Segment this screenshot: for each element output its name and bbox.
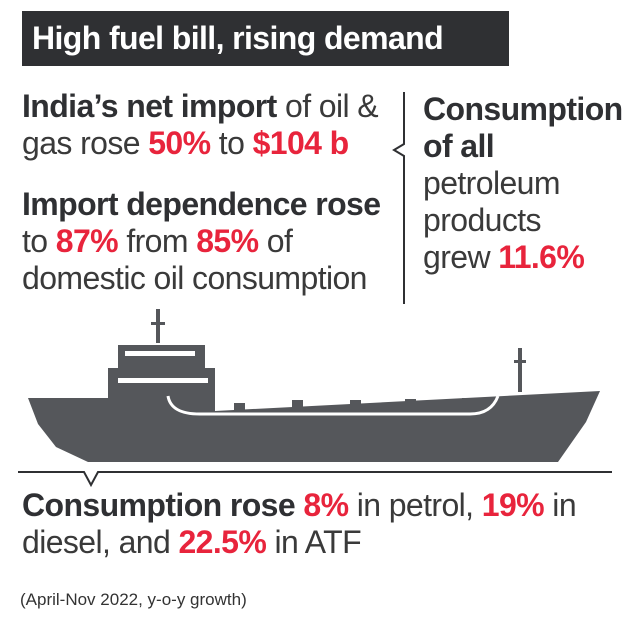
net-import-stat: India’s net import of oil & gas rose 50%…: [22, 88, 379, 162]
consumption-rose-text-4: in ATF: [266, 524, 362, 560]
page-title: High fuel bill, rising demand: [22, 11, 509, 66]
consumption-rose-text-3: diesel, and: [22, 524, 179, 560]
net-import-pct: 50%: [148, 125, 211, 161]
consumption-all-stat: Consumption of all petroleum products gr…: [423, 91, 623, 276]
consumption-all-text-5: grew: [423, 239, 499, 275]
consumption-all-label-2: of all: [423, 128, 495, 164]
consumption-all-text-3: petroleum: [423, 165, 561, 201]
consumption-rose-label: Consumption rose: [22, 487, 296, 523]
import-dependence-text-4: domestic oil consumption: [22, 260, 367, 296]
consumption-rose-text-2: in: [544, 487, 577, 523]
consumption-all-label-1: Consumption: [423, 91, 623, 127]
import-dependence-text-1: to: [22, 223, 56, 259]
footnote: (April-Nov 2022, y-o-y growth): [20, 590, 247, 609]
net-import-text-2: gas rose: [22, 125, 149, 161]
net-import-label: India’s net import: [22, 88, 277, 124]
consumption-rose-text-1: in petrol,: [348, 487, 482, 523]
import-dependence-label: Import dependence rose: [22, 186, 381, 222]
consumption-rose-stat: Consumption rose 8% in petrol, 19% in di…: [22, 487, 577, 561]
petrol-pct: 8%: [303, 487, 349, 523]
import-dependence-old-pct: 85%: [196, 223, 259, 259]
net-import-text-1: of oil &: [276, 88, 379, 124]
atf-pct: 22.5%: [178, 524, 267, 560]
import-dependence-stat: Import dependence rose to 87% from 85% o…: [22, 186, 381, 297]
import-dependence-text-2: from: [118, 223, 197, 259]
import-dependence-new-pct: 87%: [55, 223, 119, 259]
net-import-amount: $104 b: [252, 125, 350, 161]
consumption-all-text-4: products: [423, 202, 542, 238]
ship-icon: [28, 309, 600, 462]
net-import-text-3: to: [210, 125, 253, 161]
divider-line: [392, 92, 405, 304]
import-dependence-text-3: of: [258, 223, 293, 259]
callout-line: [18, 471, 612, 488]
consumption-all-pct: 11.6%: [498, 239, 585, 275]
diesel-pct: 19%: [481, 487, 545, 523]
